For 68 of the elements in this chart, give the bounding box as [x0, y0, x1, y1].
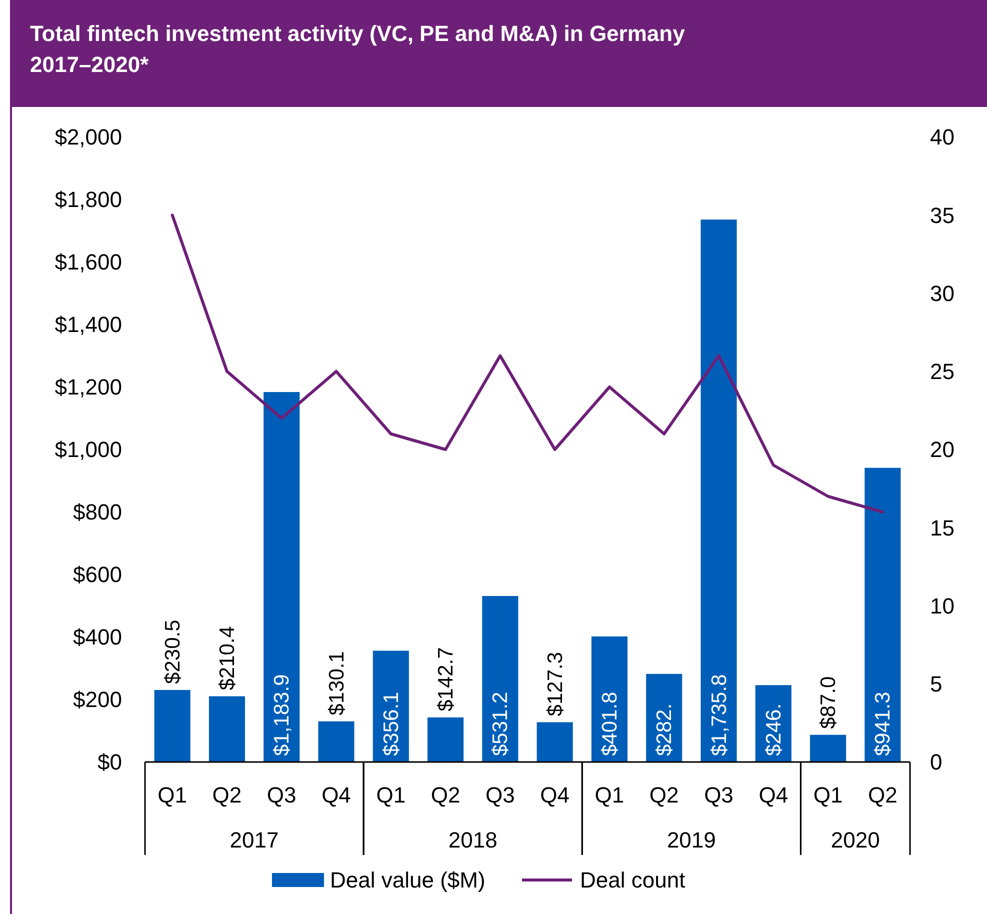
x-tick-label: Q4 — [758, 782, 788, 808]
bar — [482, 596, 518, 762]
text: 2017 — [230, 828, 279, 853]
y-tick-label: $1,800 — [54, 187, 122, 212]
y-tick-label: $800 — [73, 500, 122, 525]
data-label: $142.7 — [434, 647, 458, 712]
bar — [264, 392, 300, 762]
bar — [428, 717, 464, 762]
chart-title: Total fintech investment activity (VC, PE and M&A) in Germany 2017–2020* — [30, 21, 686, 77]
x-tick-label: Q2 — [212, 782, 242, 808]
y2-tick-label: 30 — [930, 280, 954, 306]
y-tick-label: $1,000 — [54, 437, 122, 462]
y2-tick-label: 20 — [930, 437, 954, 462]
data-label: $282. — [653, 703, 676, 756]
y2-tick-label: 10 — [930, 593, 954, 618]
y2-tick-label: 40 — [930, 124, 954, 150]
legend-label: Deal value ($M) — [330, 868, 486, 893]
y2-tick-label: 25 — [930, 359, 954, 384]
y-tick-label: $0 — [98, 750, 122, 775]
x-tick-label: Q1 — [158, 782, 187, 808]
y-tick-label: $400 — [73, 624, 122, 650]
data-label: $1,183.9 — [270, 674, 294, 756]
x-tick-label: Q1 — [594, 782, 624, 808]
bar — [372, 650, 409, 762]
bar — [700, 220, 737, 762]
y-tick-label: $1,600 — [54, 250, 122, 275]
data-label: $87.0 — [817, 676, 840, 729]
x-tick-label: Q3 — [704, 782, 734, 808]
y-tick-label: $200 — [73, 687, 122, 712]
y-tick-label: $600 — [73, 562, 122, 588]
y2-tick-label: 35 — [930, 202, 954, 228]
x-tick-label: Q1 — [376, 782, 406, 808]
x-tick-label: Q3 — [486, 782, 515, 808]
bar — [154, 690, 190, 762]
text: 2019 — [666, 828, 716, 853]
x-tick-label: Q2 — [430, 782, 460, 808]
data-label: $356.1 — [380, 692, 403, 756]
text: 2018 — [448, 828, 498, 853]
bar — [318, 721, 354, 762]
bar — [591, 636, 628, 762]
data-label: $531.2 — [489, 692, 512, 756]
line-series — [170, 214, 884, 514]
bar — [208, 696, 245, 762]
data-label: $941.3 — [872, 692, 895, 756]
x-tick-label: Q3 — [266, 782, 296, 808]
bar — [536, 722, 573, 762]
x-tick-label: Q2 — [868, 782, 898, 808]
y-tick-label: $1,200 — [54, 374, 122, 400]
data-label: $230.5 — [161, 620, 184, 684]
data-label: $127.3 — [544, 652, 567, 716]
data-label: $130.1 — [325, 651, 348, 716]
y-tick-label: $2,000 — [54, 124, 122, 150]
data-label: $401.8 — [598, 692, 622, 756]
x-tick-label: Q1 — [813, 782, 843, 808]
text: 2020 — [830, 828, 880, 853]
y-tick-label: $1,400 — [54, 312, 122, 338]
bar — [864, 468, 901, 762]
y2-tick-label: 15 — [930, 515, 954, 540]
legend-label: Deal count — [580, 868, 686, 893]
y2-tick-label: 5 — [930, 672, 942, 697]
x-tick-label: Q4 — [540, 782, 570, 808]
y2-tick-label: 0 — [930, 750, 942, 775]
data-label: $246. — [762, 703, 786, 756]
data-label: $210.4 — [216, 626, 239, 690]
x-tick-label: Q4 — [322, 782, 351, 808]
data-label: $1,735.8 — [708, 674, 731, 756]
bar — [810, 734, 846, 762]
x-tick-label: Q2 — [649, 782, 679, 808]
